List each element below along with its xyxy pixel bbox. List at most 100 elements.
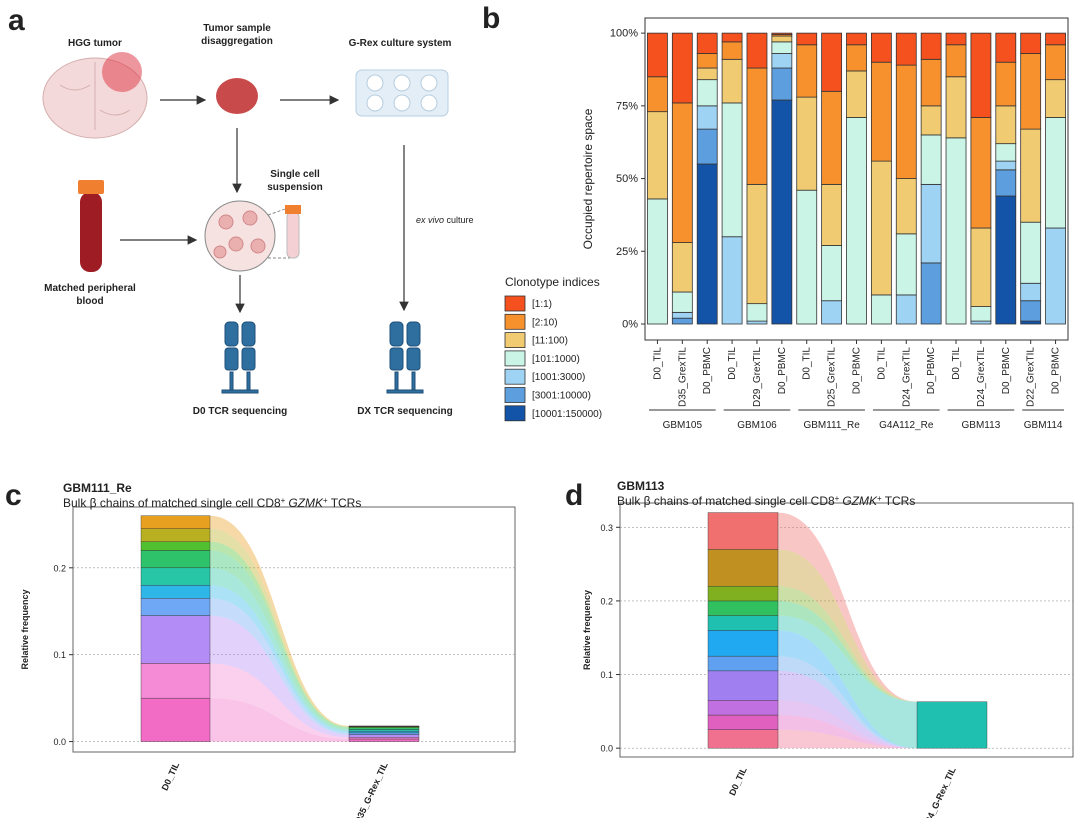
x-tick-label: D0_PBMC — [777, 347, 788, 394]
bar-segment — [1020, 282, 1042, 302]
bar-segment — [1020, 32, 1042, 54]
bar-segment — [821, 300, 843, 325]
panel-letter: d — [565, 479, 583, 512]
node-label: HGG tumor — [68, 38, 122, 49]
stratum-segment — [140, 550, 211, 569]
bar-segment — [970, 227, 992, 307]
legend-label: [2:10) — [532, 317, 558, 328]
bar-segment — [721, 102, 743, 238]
bar-segment — [696, 105, 718, 130]
flow-ribbon — [210, 615, 349, 738]
bar-segment — [647, 198, 668, 325]
flow-ribbon — [210, 598, 349, 735]
subtitle-part: + — [835, 494, 840, 503]
small-tube-cap — [285, 205, 301, 214]
bar-segment — [696, 79, 718, 107]
bar-segment — [945, 32, 967, 46]
bar-segment — [846, 117, 867, 325]
x-tick-label: D0_TIL — [727, 765, 749, 797]
bar-segment — [796, 96, 818, 191]
bar-segment — [920, 134, 942, 185]
panel-letter: b — [482, 2, 500, 35]
flow-ribbon — [210, 541, 349, 728]
flow-ribbon — [210, 550, 349, 730]
y-tick-label: 0.0 — [600, 744, 613, 754]
cell-suspension — [204, 200, 276, 272]
bar-segment — [1020, 300, 1042, 322]
bar-segment — [895, 233, 917, 296]
stratum-segment — [707, 655, 779, 672]
x-tick-label: D35_GrexTIL — [677, 347, 688, 407]
blood-tube-cap — [78, 180, 104, 194]
y-axis-label: Occupied repertoire space — [581, 108, 595, 249]
stratum-segment — [348, 734, 420, 738]
subtitle-part: Bulk β chains of matched single cell CD8 — [63, 496, 281, 510]
bar-segment — [771, 41, 793, 54]
group-label: GBM111_Re — [803, 420, 860, 431]
bar-segment — [771, 35, 793, 43]
small-tube — [286, 211, 300, 259]
bar-segment — [995, 105, 1017, 145]
stratum-segment — [707, 729, 779, 749]
subtitle-part: TCRs — [331, 496, 362, 510]
x-tick-label: D0_PBMC — [702, 347, 713, 394]
y-tick-label: 0.1 — [600, 670, 613, 680]
bar-segment — [796, 189, 818, 325]
x-tick-label: D0_TIL — [876, 347, 887, 380]
bar-segment — [1045, 79, 1066, 118]
bar-segment — [647, 111, 668, 200]
stratum-segment — [140, 615, 211, 664]
plot-frame — [72, 506, 516, 753]
flow-ribbon — [210, 567, 349, 732]
flow-ribbon — [778, 670, 917, 749]
plot-frame — [619, 502, 1074, 758]
bar-segment — [920, 58, 942, 107]
bar-segment — [920, 32, 942, 60]
bar-segment — [671, 311, 693, 319]
node-label: Matched peripheral blood — [44, 283, 136, 307]
legend-label: [3001:10000) — [532, 391, 591, 402]
subtitle-part: TCRs — [885, 494, 916, 508]
x-tick-label: D35_G-Rex_TIL — [353, 760, 390, 818]
x-tick-label: D0_PBMC — [926, 347, 937, 394]
bar-segment — [970, 320, 992, 325]
bar-segment — [995, 32, 1017, 63]
bar-segment — [796, 32, 818, 46]
subtitle-part: GZMK — [842, 494, 878, 508]
node-label: DX TCR sequencing — [357, 406, 453, 417]
flow-ribbon — [778, 700, 917, 749]
tcr-icon — [386, 321, 424, 394]
flow-ribbon — [210, 698, 349, 742]
stratum-segment — [707, 700, 779, 716]
group-label: GBM106 — [737, 420, 777, 431]
group-label: G4A112_Re — [879, 420, 934, 431]
bar-segment — [771, 99, 793, 325]
bar-segment — [895, 294, 917, 325]
chart-title: GBM111_Re — [63, 481, 132, 495]
flow-ribbon — [778, 656, 917, 749]
y-tick-label: 0.1 — [53, 650, 66, 660]
bar-segment — [721, 41, 743, 60]
stratum-segment — [140, 528, 211, 542]
y-axis-label: Relative frequency — [20, 589, 30, 669]
bar-segment — [870, 160, 892, 296]
bar-segment — [920, 183, 942, 264]
node-label: Single cell suspension — [267, 169, 323, 193]
bar-segment — [970, 306, 992, 322]
label-line: Tumor sample — [203, 23, 271, 34]
flow-ribbon — [778, 715, 917, 749]
bar-segment — [1045, 227, 1066, 325]
bar-segment — [746, 320, 768, 325]
panel-letter: a — [8, 4, 25, 37]
bar-segment — [746, 303, 768, 322]
subtitle-part: + — [281, 496, 286, 505]
stratum-segment — [348, 727, 420, 730]
bar-segment — [671, 317, 693, 325]
tumor-sample-icon — [216, 78, 258, 114]
bar-segment — [821, 90, 843, 185]
group-label: GBM114 — [1024, 420, 1063, 431]
stratum-segment — [707, 630, 779, 657]
stratum-segment — [707, 600, 779, 616]
bar-segment — [671, 102, 693, 243]
label-line: Single cell — [270, 169, 320, 180]
